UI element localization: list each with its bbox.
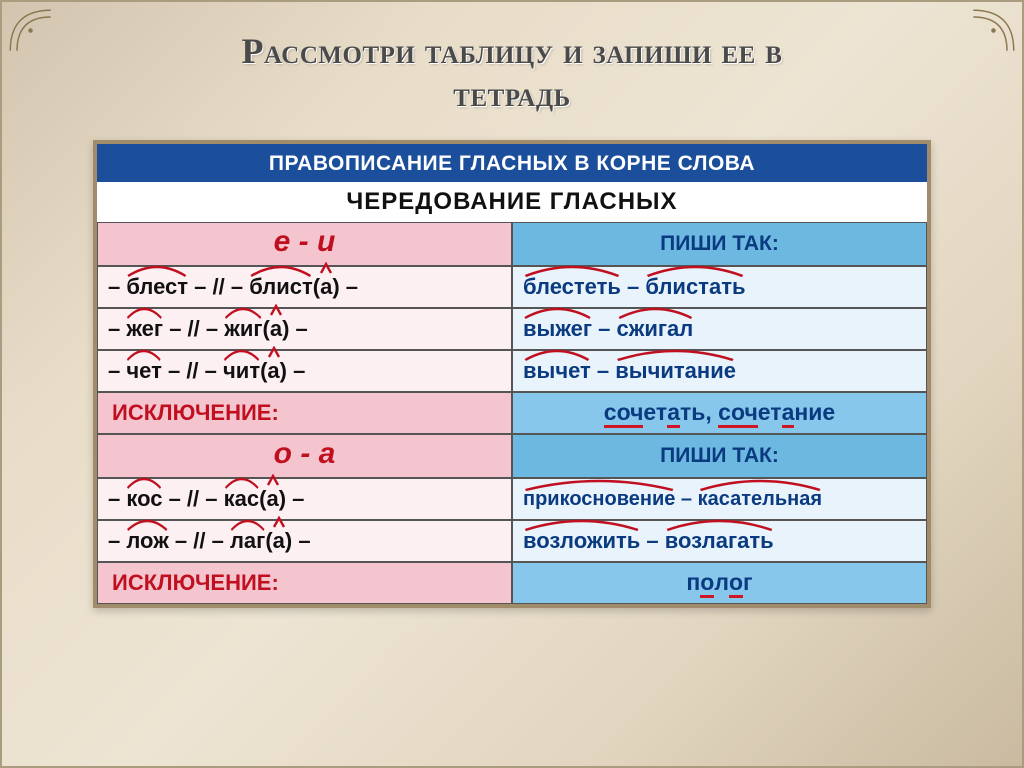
title-line-2: тетрадь [453, 74, 570, 114]
example-prikosnovenie: прикосновение [523, 488, 675, 510]
suffix-a: а [266, 486, 278, 511]
corner-ornament-tr [971, 8, 1016, 53]
root-lag: лаг [230, 528, 265, 553]
section-header-oa: о - а [97, 434, 512, 478]
column-header-write-2: ПИШИ ТАК: [512, 434, 927, 478]
rule-row-right: выжег – сжигал [512, 308, 927, 350]
table-header-sub: ЧЕРЕДОВАНИЕ ГЛАСНЫХ [97, 182, 927, 222]
root-blest: блест [126, 274, 188, 299]
section-header-ei: е - и [97, 222, 512, 266]
example-blestet: блестеть [523, 274, 621, 299]
grammar-table: ПРАВОПИСАНИЕ ГЛАСНЫХ В КОРНЕ СЛОВА ЧЕРЕД… [93, 140, 931, 608]
root-header-oa: о - а [274, 437, 336, 471]
rule-row-right: возложить – возлагать [512, 520, 927, 562]
rule-row-left: – лож – // – лаг(а) – [97, 520, 512, 562]
example-vychet: вычет [523, 358, 591, 383]
example-blistat: блистать [645, 274, 745, 299]
slide-title: Рассмотри таблицу и запиши ее в тетрадь [2, 2, 1022, 116]
rule-row-left: – блест – // – блист(а) – [97, 266, 512, 308]
title-line-1: Рассмотри таблицу и запиши ее в [242, 31, 783, 71]
root-kos: кос [126, 486, 162, 511]
table-grid: е - и ПИШИ ТАК: – блест – // – блист(а) … [97, 222, 927, 604]
suffix-a: а [267, 358, 279, 383]
corner-ornament-tl [8, 8, 53, 53]
rule-row-right: блестеть – блистать [512, 266, 927, 308]
column-header-write-1: ПИШИ ТАК: [512, 222, 927, 266]
suffix-a: а [273, 528, 285, 553]
example-vyzheg: выжег [523, 316, 592, 341]
root-kas: кас [224, 486, 259, 511]
suffix-a: а [320, 274, 332, 299]
exception-words-ei: сочетать, сочетание [512, 392, 927, 434]
rule-row-right: прикосновение – касательная [512, 478, 927, 520]
table-header-main: ПРАВОПИСАНИЕ ГЛАСНЫХ В КОРНЕ СЛОВА [97, 144, 927, 182]
rule-row-left: – чет – // – чит(а) – [97, 350, 512, 392]
exception-label-ei: ИСКЛЮЧЕНИЕ: [97, 392, 512, 434]
exception-word-oa: полог [512, 562, 927, 604]
slide-root: Рассмотри таблицу и запиши ее в тетрадь … [0, 0, 1024, 768]
exception-label-oa: ИСКЛЮЧЕНИЕ: [97, 562, 512, 604]
rule-row-left: – жег – // – жиг(а) – [97, 308, 512, 350]
root-zheg: жег [126, 316, 163, 341]
rule-row-right: вычет – вычитание [512, 350, 927, 392]
suffix-a: а [270, 316, 282, 341]
example-vozlagat: возлагать [665, 528, 774, 553]
example-kasatelnaya: касательная [698, 488, 822, 510]
root-chet: чет [126, 358, 162, 383]
example-vozlozhit: возложить [523, 528, 640, 553]
root-zhig: жиг [224, 316, 262, 341]
root-lozh: лож [126, 528, 168, 553]
root-blist: блист [249, 274, 313, 299]
example-szhigal: сжигал [617, 316, 694, 341]
root-header-ei: е - и [274, 225, 336, 259]
rule-row-left: – кос – // – кас(а) – [97, 478, 512, 520]
root-chit: чит [223, 358, 260, 383]
example-vychitanie: вычитание [615, 358, 736, 383]
